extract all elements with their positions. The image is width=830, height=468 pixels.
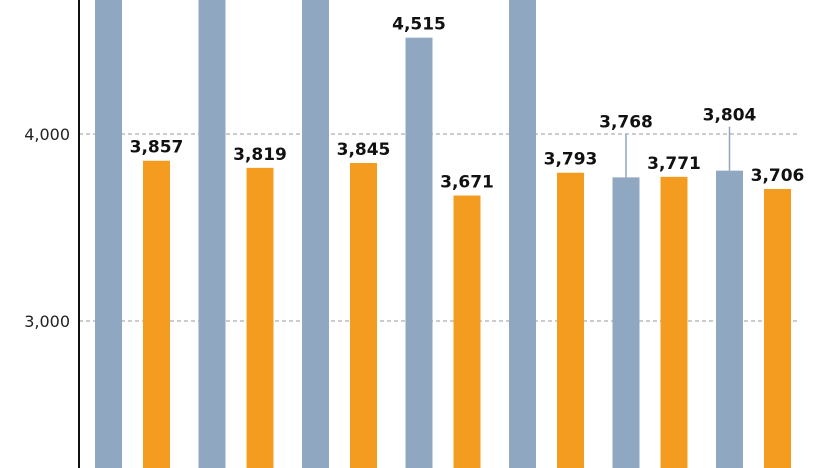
blue-bar-7 (716, 170, 743, 468)
data-label: 3,768 (599, 112, 653, 132)
orange-bar-4 (453, 195, 481, 468)
data-label: 3,845 (337, 140, 391, 160)
blue-bar-2 (198, 0, 226, 468)
data-label: 3,671 (440, 173, 494, 193)
blue-bar-6 (612, 177, 640, 468)
blue-bar-1 (95, 0, 122, 468)
data-label: 3,804 (703, 106, 757, 126)
data-label: 3,706 (751, 166, 805, 186)
data-label: 3,793 (544, 150, 598, 170)
orange-bar-3 (350, 162, 377, 468)
orange-bar-7 (764, 188, 791, 468)
data-label: 3,819 (233, 145, 287, 165)
y-tick-label: 3,000 (24, 312, 70, 331)
blue-bar-5 (509, 0, 536, 468)
label-layer: 3,000 4,000 4,515 3,768 3,804 3,857 3,819 3,845… (24, 15, 804, 331)
data-label: 4,515 (392, 15, 446, 35)
data-label: 3,771 (647, 154, 701, 174)
blue-bar-4 (405, 37, 433, 468)
orange-bar-2 (246, 167, 274, 468)
y-tick-label: 4,000 (24, 125, 70, 144)
orange-bar-5 (557, 172, 584, 468)
blue-bar-3 (302, 0, 329, 468)
orange-bar-6 (660, 176, 688, 468)
orange-bar-1 (143, 160, 170, 468)
bar-layer (95, 0, 791, 468)
data-label: 3,857 (130, 138, 184, 158)
